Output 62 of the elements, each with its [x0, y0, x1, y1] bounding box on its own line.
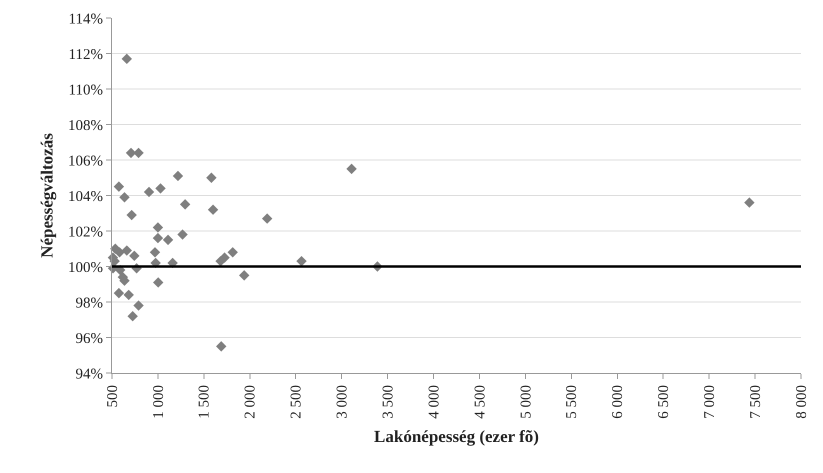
- point: [153, 277, 164, 288]
- point: [346, 164, 357, 174]
- y-tick-label: 94%: [76, 366, 103, 382]
- point: [744, 197, 755, 208]
- point: [133, 300, 144, 311]
- x-tick-label: 6 000: [610, 385, 626, 419]
- point: [133, 148, 144, 158]
- x-tick-label: 4 000: [426, 385, 442, 419]
- x-tick-label: 6 500: [656, 385, 672, 419]
- y-tick-label: 110%: [68, 82, 103, 98]
- point: [126, 148, 136, 158]
- point: [296, 256, 307, 266]
- point: [216, 341, 226, 352]
- point: [152, 232, 164, 244]
- x-tick-label: 500: [104, 385, 121, 408]
- x-axis-title: Lakónépesség (ezer fõ): [374, 427, 539, 446]
- y-tick-label: 102%: [68, 224, 103, 240]
- point: [219, 252, 230, 263]
- y-tick-label: 114%: [68, 11, 103, 28]
- point: [150, 247, 160, 258]
- x-tick-label: 7 000: [702, 385, 718, 419]
- x-tick-label: 1 000: [150, 385, 167, 419]
- point: [144, 186, 154, 198]
- point: [152, 222, 164, 233]
- point: [114, 247, 125, 258]
- point: [262, 213, 272, 224]
- x-tick-label: 3 000: [334, 385, 351, 419]
- point: [180, 199, 190, 210]
- y-tick-label: 100%: [68, 260, 103, 276]
- x-tick-label: 3 500: [380, 385, 396, 419]
- point: [122, 245, 132, 256]
- point: [126, 210, 137, 220]
- y-tick-label: 98%: [76, 295, 103, 312]
- point: [114, 288, 124, 298]
- y-tick-label: 112%: [68, 46, 103, 63]
- point: [119, 192, 130, 202]
- point: [206, 172, 217, 183]
- point: [124, 290, 134, 300]
- x-tick-label: 2 000: [242, 385, 259, 419]
- y-axis-title: Népességváltozás: [38, 132, 57, 258]
- x-tick-label: 4 500: [472, 385, 488, 419]
- x-tick-label: 7 500: [748, 385, 764, 419]
- point: [129, 250, 140, 262]
- x-tick-label: 5 500: [564, 385, 580, 419]
- x-tick-label: 1 500: [196, 385, 213, 419]
- point: [162, 234, 174, 246]
- point: [177, 229, 188, 240]
- point: [114, 181, 124, 192]
- y-tick-label: 108%: [68, 118, 103, 134]
- x-tick-label: 2 500: [288, 385, 305, 419]
- point: [228, 247, 238, 258]
- y-tick-label: 104%: [68, 188, 103, 205]
- point: [239, 270, 250, 281]
- x-tick-label: 8 000: [794, 385, 810, 419]
- x-tick-label: 5 000: [518, 385, 534, 419]
- point: [155, 183, 166, 194]
- point: [172, 170, 184, 182]
- y-tick-label: 96%: [76, 330, 103, 347]
- point: [122, 54, 132, 64]
- y-tick-label: 106%: [68, 153, 103, 170]
- point: [127, 311, 138, 322]
- point: [208, 204, 218, 215]
